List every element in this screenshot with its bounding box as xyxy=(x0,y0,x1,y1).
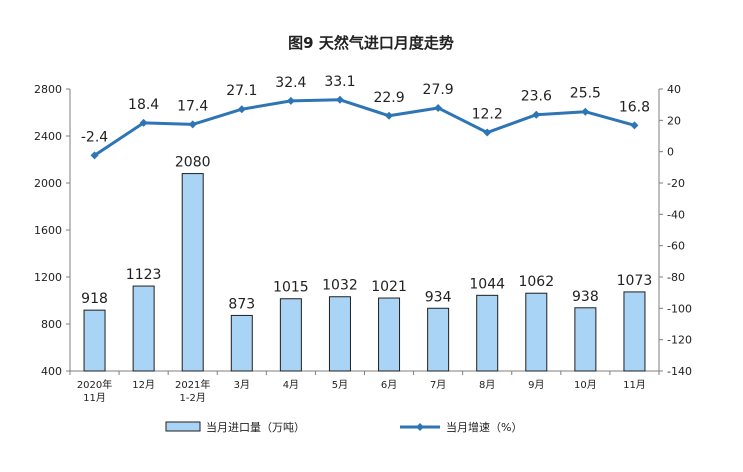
left-tick-label: 800 xyxy=(41,318,62,331)
x-tick-label: 2020年 xyxy=(77,378,112,391)
right-tick-label: 20 xyxy=(667,114,681,127)
legend-bar-swatch xyxy=(165,421,201,432)
x-tick-label: 11月 xyxy=(83,392,106,404)
legend-line-label: 当月增速（%） xyxy=(446,420,522,434)
line-data-label: 22.9 xyxy=(373,90,404,106)
line-data-label: 33.1 xyxy=(324,74,355,90)
bar-data-label: 918 xyxy=(81,291,108,307)
x-tick-label: 3月 xyxy=(234,379,250,391)
line-marker xyxy=(581,107,590,116)
legend-line-marker xyxy=(416,423,424,431)
right-tick-label: 40 xyxy=(667,83,681,96)
left-tick-label: 400 xyxy=(41,365,62,378)
line-marker xyxy=(237,105,246,114)
x-tick-label: 2021年 xyxy=(175,378,210,391)
line-marker xyxy=(335,95,344,104)
right-tick-label: -20 xyxy=(667,177,685,190)
line-data-label: -2.4 xyxy=(81,129,108,145)
line-marker xyxy=(188,120,197,129)
bar xyxy=(574,307,597,372)
bar-data-label: 1123 xyxy=(126,267,162,283)
line-marker xyxy=(483,128,492,137)
x-tick-label: 4月 xyxy=(283,379,299,391)
bar-data-label: 1062 xyxy=(518,274,554,290)
left-tick-label: 2800 xyxy=(34,83,62,96)
line-data-label: 12.2 xyxy=(472,107,503,123)
legend-bar-label: 当月进口量（万吨） xyxy=(206,420,305,434)
line-marker xyxy=(286,96,295,105)
bar xyxy=(132,285,155,372)
left-tick-label: 2400 xyxy=(34,130,62,143)
bar-data-label: 934 xyxy=(425,289,452,305)
line-data-label: 32.4 xyxy=(275,75,306,91)
x-tick-label: 6月 xyxy=(381,379,397,391)
line-data-label: 17.4 xyxy=(177,98,208,114)
bar-series: 918 1123 2080 873 1015 1032 1021 934 1044 1062 938… xyxy=(81,155,653,372)
bar-data-label: 2080 xyxy=(175,155,211,171)
x-tick-label: 10月 xyxy=(574,379,597,391)
x-tick-label: 12月 xyxy=(132,379,155,391)
right-tick-label: -80 xyxy=(667,271,685,284)
bar xyxy=(181,173,204,372)
x-tick-label: 7月 xyxy=(430,379,446,391)
bar xyxy=(378,297,401,372)
line-data-label: 16.8 xyxy=(619,99,650,115)
line-marker xyxy=(630,121,639,130)
bar-data-label: 1044 xyxy=(469,276,505,292)
left-tick-label: 1600 xyxy=(34,224,62,237)
right-tick-label: -60 xyxy=(667,240,685,253)
line-data-label: 25.5 xyxy=(570,86,601,102)
bar xyxy=(623,291,646,372)
right-tick-label: -120 xyxy=(667,334,692,347)
x-tick-label: 5月 xyxy=(332,379,348,391)
bar-data-label: 938 xyxy=(572,289,599,305)
right-tick-label: -140 xyxy=(667,365,692,378)
bar-data-label: 1073 xyxy=(617,273,653,289)
bar-data-label: 873 xyxy=(228,296,255,312)
left-tick-label: 2000 xyxy=(34,177,62,190)
left-tick-label: 1200 xyxy=(34,271,62,284)
line-data-label: 18.4 xyxy=(128,97,159,113)
x-tick-label: 11月 xyxy=(623,379,646,391)
x-tick-label: 1-2月 xyxy=(180,392,206,404)
bar xyxy=(525,292,548,372)
x-tick-label: 9月 xyxy=(528,379,544,391)
chart-title: 图9 天然气进口月度走势 xyxy=(288,34,454,52)
bar xyxy=(230,314,253,372)
x-tick-label: 8月 xyxy=(479,379,495,391)
bar-data-label: 1015 xyxy=(273,280,309,296)
bar xyxy=(279,298,302,372)
axes: 40080012001600200024002800-140-120-100-8… xyxy=(34,83,692,404)
line-marker xyxy=(90,151,99,160)
right-tick-label: -40 xyxy=(667,208,685,221)
line-marker xyxy=(434,103,443,112)
line-data-label: 27.1 xyxy=(226,83,257,99)
line-marker xyxy=(139,118,148,127)
legend: 当月进口量（万吨） 当月增速（%） xyxy=(165,420,522,434)
bar-data-label: 1021 xyxy=(371,279,407,295)
line-series: -2.4 18.4 17.4 27.1 32.4 33.1 22.9 27.9 12.2 23.6… xyxy=(81,74,650,160)
bar xyxy=(328,296,351,372)
bar xyxy=(427,307,450,372)
line-data-label: 23.6 xyxy=(521,89,552,105)
line-marker xyxy=(385,111,394,120)
line-data-label: 27.9 xyxy=(423,82,454,98)
bar-data-label: 1032 xyxy=(322,278,358,294)
bar xyxy=(83,309,106,372)
right-tick-label: -100 xyxy=(667,302,692,315)
growth-line xyxy=(93,98,635,157)
line-marker xyxy=(532,110,541,119)
bar xyxy=(476,294,499,372)
right-tick-label: 0 xyxy=(667,146,674,159)
